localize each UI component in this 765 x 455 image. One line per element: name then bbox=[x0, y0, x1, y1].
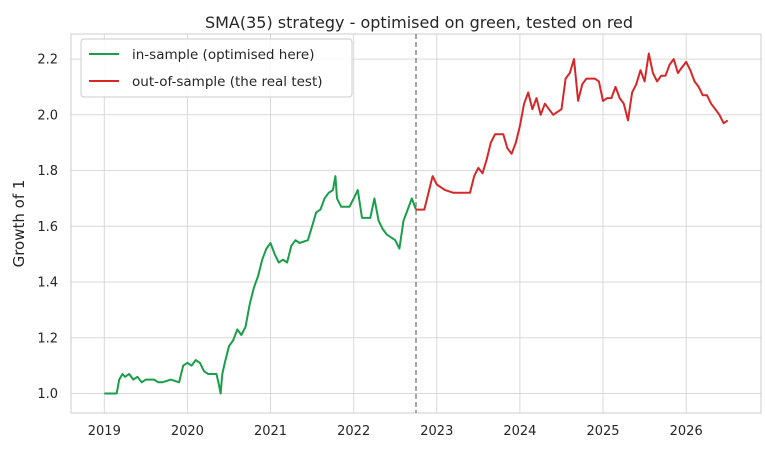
x-axis: 2019 2020 2021 2022 2023 2024 2025 2026 bbox=[88, 424, 703, 439]
x-tick-label: 2025 bbox=[586, 424, 619, 439]
x-tick-label: 2024 bbox=[503, 424, 536, 439]
series-line-in-sample bbox=[104, 175, 417, 395]
x-tick-label: 2023 bbox=[420, 424, 453, 439]
legend: in-sample (optimised here) out-of-sample … bbox=[80, 38, 353, 98]
legend-frame bbox=[80, 38, 353, 98]
y-tick-label: 1.2 bbox=[37, 331, 58, 346]
chart-title: SMA(35) strategy - optimised on green, t… bbox=[205, 13, 633, 32]
y-axis-label: Growth of 1 bbox=[10, 180, 28, 268]
legend-label: in-sample (optimised here) bbox=[132, 47, 314, 63]
x-tick-label: 2020 bbox=[171, 424, 204, 439]
series-line-out-of-sample bbox=[416, 52, 729, 211]
y-tick-label: 2.0 bbox=[37, 108, 58, 123]
x-tick-label: 2019 bbox=[88, 424, 121, 439]
x-tick-label: 2021 bbox=[254, 424, 287, 439]
series-layer bbox=[104, 52, 729, 395]
y-tick-label: 1.8 bbox=[37, 164, 58, 179]
x-tick-label: 2022 bbox=[337, 424, 370, 439]
legend-label: out-of-sample (the real test) bbox=[132, 74, 323, 90]
y-tick-label: 1.4 bbox=[37, 276, 58, 291]
y-tick-label: 1.6 bbox=[37, 220, 58, 235]
x-tick-label: 2026 bbox=[670, 424, 703, 439]
y-tick-label: 1.0 bbox=[37, 387, 58, 402]
y-tick-label: 2.2 bbox=[37, 53, 58, 68]
y-axis: 1.0 1.2 1.4 1.6 1.8 2.0 2.2 bbox=[37, 53, 58, 402]
